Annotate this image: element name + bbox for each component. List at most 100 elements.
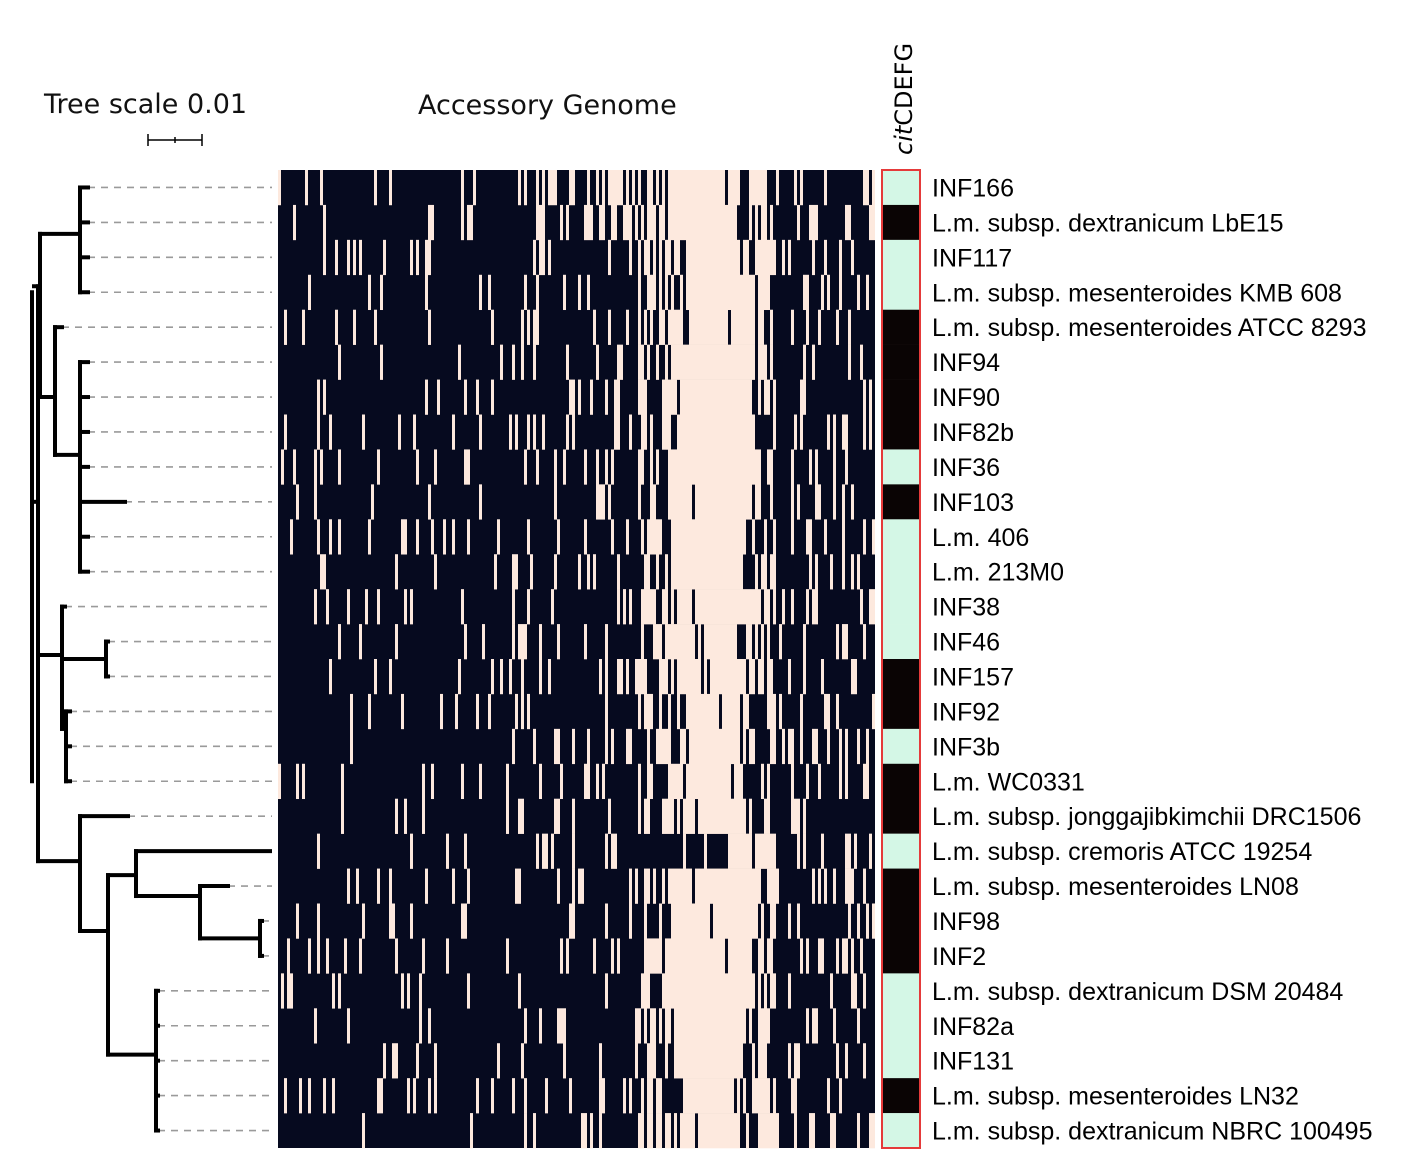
heatmap-absent-cell bbox=[656, 728, 671, 765]
heatmap-absent-cell bbox=[599, 1043, 602, 1079]
heatmap-absent-cell bbox=[869, 379, 872, 415]
heatmap-absent-cell bbox=[356, 868, 359, 904]
heatmap-absent-cell bbox=[836, 309, 839, 345]
heatmap-absent-cell bbox=[806, 519, 812, 555]
heatmap-absent-cell bbox=[329, 659, 332, 695]
heatmap-absent-cell bbox=[671, 903, 710, 939]
heatmap-absent-cell bbox=[641, 973, 650, 1009]
heatmap-absent-cell bbox=[464, 833, 467, 869]
heatmap-absent-cell bbox=[803, 274, 809, 311]
heatmap-absent-cell bbox=[842, 624, 848, 660]
cit-cell-4 bbox=[882, 309, 920, 345]
heatmap-absent-cell bbox=[659, 693, 662, 730]
heatmap-absent-cell bbox=[542, 833, 548, 869]
heatmap-absent-cell bbox=[860, 344, 863, 380]
heatmap-absent-cell bbox=[638, 484, 641, 520]
heatmap-absent-cell bbox=[638, 693, 641, 730]
heatmap-absent-cell bbox=[863, 973, 866, 1009]
heatmap-absent-cell bbox=[686, 239, 740, 276]
heatmap-absent-cell bbox=[536, 833, 539, 869]
heatmap-absent-cell bbox=[773, 589, 776, 625]
heatmap-absent-cell bbox=[335, 239, 338, 276]
heatmap-absent-cell bbox=[572, 868, 575, 904]
heatmap-absent-cell bbox=[806, 589, 809, 625]
heatmap-absent-cell bbox=[821, 659, 824, 695]
heatmap-absent-cell bbox=[335, 309, 338, 345]
heatmap-absent-cell bbox=[761, 554, 767, 590]
heatmap-absent-cell bbox=[281, 449, 284, 485]
heatmap-absent-cell bbox=[368, 519, 371, 555]
heatmap-absent-cell bbox=[506, 938, 509, 974]
heatmap-absent-cell bbox=[767, 938, 773, 974]
heatmap-absent-cell bbox=[761, 204, 767, 241]
heatmap-absent-cell bbox=[461, 204, 464, 241]
heatmap-absent-cell bbox=[317, 414, 320, 450]
heatmap-absent-cell bbox=[560, 204, 563, 241]
heatmap-absent-cell bbox=[422, 938, 425, 974]
heatmap-absent-cell bbox=[788, 903, 791, 939]
heatmap-absent-cell bbox=[611, 449, 614, 485]
heatmap-absent-cell bbox=[296, 903, 299, 939]
heatmap-absent-cell bbox=[560, 938, 563, 974]
heatmap-absent-cell bbox=[461, 903, 467, 939]
heatmap-absent-cell bbox=[428, 484, 431, 520]
heatmap-absent-cell bbox=[524, 1113, 527, 1149]
cit-cell-26 bbox=[882, 1078, 920, 1114]
heatmap-absent-cell bbox=[764, 798, 770, 834]
heatmap-absent-cell bbox=[584, 624, 587, 660]
heatmap-absent-cell bbox=[395, 798, 398, 834]
heatmap-absent-cell bbox=[671, 274, 674, 311]
heatmap-absent-cell bbox=[665, 1113, 671, 1149]
heatmap-absent-cell bbox=[659, 274, 662, 311]
heatmap-absent-cell bbox=[617, 938, 620, 974]
heatmap-absent-cell bbox=[749, 1008, 752, 1044]
heatmap-absent-cell bbox=[320, 554, 326, 590]
heatmap-absent-cell bbox=[779, 624, 782, 660]
heatmap-absent-cell bbox=[704, 624, 737, 660]
heatmap-absent-cell bbox=[635, 868, 638, 904]
heatmap-absent-cell bbox=[824, 239, 827, 276]
heatmap-absent-cell bbox=[605, 903, 608, 939]
heatmap-absent-cell bbox=[428, 204, 434, 241]
heatmap-absent-cell bbox=[797, 903, 800, 939]
heatmap-absent-cell bbox=[665, 274, 668, 311]
heatmap-absent-cell bbox=[857, 274, 860, 311]
heatmap-absent-cell bbox=[830, 554, 833, 590]
heatmap-absent-cell bbox=[416, 449, 419, 485]
heatmap-absent-cell bbox=[458, 344, 461, 380]
strain-label: L.m. subsp. dextranicum DSM 20484 bbox=[932, 978, 1343, 1006]
heatmap-absent-cell bbox=[314, 589, 317, 625]
heatmap-absent-cell bbox=[539, 624, 542, 660]
heatmap-absent-cell bbox=[857, 554, 860, 590]
heatmap-absent-cell bbox=[467, 868, 470, 904]
heatmap-absent-cell bbox=[584, 519, 587, 555]
heatmap-absent-cell bbox=[500, 659, 503, 695]
heatmap-absent-cell bbox=[359, 938, 362, 974]
strain-label: L.m. 406 bbox=[932, 524, 1029, 552]
heatmap-absent-cell bbox=[755, 239, 776, 276]
heatmap-absent-cell bbox=[332, 973, 335, 1009]
heatmap-absent-cell bbox=[677, 659, 701, 695]
heatmap-absent-cell bbox=[677, 414, 755, 450]
heatmap-absent-cell bbox=[317, 379, 320, 415]
heatmap-absent-cell bbox=[674, 1113, 677, 1149]
heatmap-absent-cell bbox=[824, 693, 830, 730]
heatmap-absent-cell bbox=[629, 239, 632, 276]
cit-cell-20 bbox=[882, 868, 920, 904]
heatmap-absent-cell bbox=[608, 239, 611, 276]
strain-label: INF46 bbox=[932, 629, 1000, 657]
heatmap-absent-cell bbox=[791, 798, 800, 834]
heatmap-absent-cell bbox=[842, 414, 848, 450]
heatmap-absent-cell bbox=[659, 903, 662, 939]
heatmap-absent-cell bbox=[869, 589, 875, 625]
heatmap-absent-cell bbox=[323, 379, 326, 415]
heatmap-absent-cell bbox=[842, 484, 845, 520]
heatmap-absent-cell bbox=[428, 309, 431, 345]
heatmap-absent-cell bbox=[521, 1043, 524, 1079]
heatmap-absent-cell bbox=[605, 659, 608, 695]
heatmap-absent-cell bbox=[866, 728, 869, 765]
heatmap-absent-cell bbox=[845, 204, 851, 241]
heatmap-absent-cell bbox=[512, 728, 515, 765]
heatmap-absent-cell bbox=[833, 449, 836, 485]
heatmap-absent-cell bbox=[626, 309, 629, 345]
